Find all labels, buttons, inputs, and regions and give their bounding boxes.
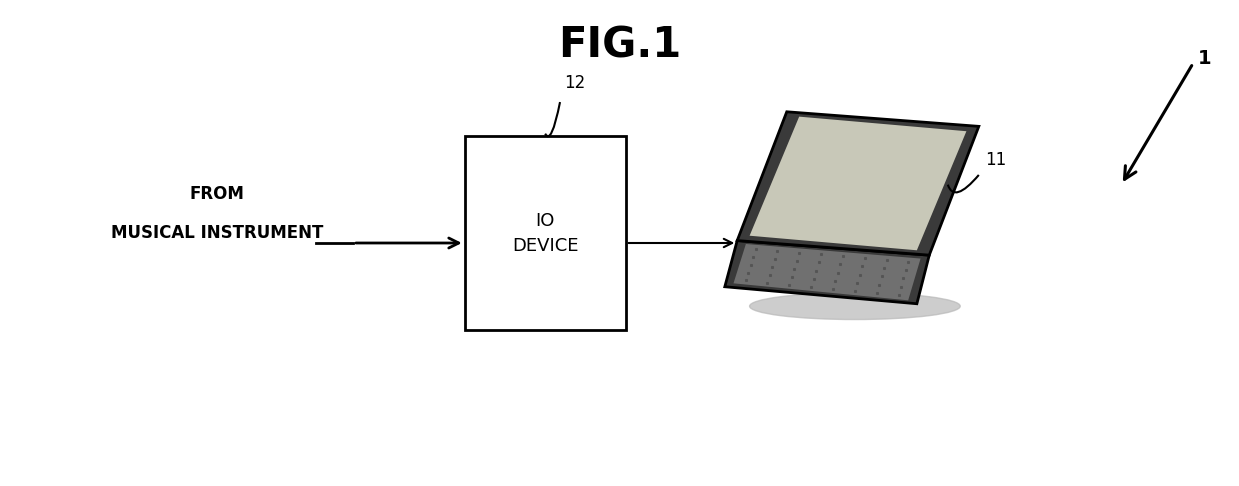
Text: 12: 12	[564, 73, 585, 92]
Ellipse shape	[750, 293, 960, 320]
Text: IO
DEVICE: IO DEVICE	[512, 212, 579, 255]
Polygon shape	[750, 117, 966, 250]
Polygon shape	[737, 112, 979, 255]
Text: 11: 11	[985, 151, 1006, 170]
Polygon shape	[733, 244, 921, 300]
Text: FIG.1: FIG.1	[558, 24, 681, 66]
Text: 1: 1	[1198, 49, 1212, 68]
Text: FROM: FROM	[190, 185, 244, 204]
Bar	[465, 136, 626, 330]
Polygon shape	[725, 241, 929, 304]
Text: MUSICAL INSTRUMENT: MUSICAL INSTRUMENT	[110, 224, 323, 243]
